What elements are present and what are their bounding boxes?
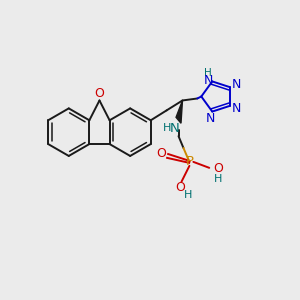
Text: H: H: [204, 68, 212, 77]
Text: H: H: [162, 123, 171, 133]
Text: H: H: [214, 174, 222, 184]
Text: O: O: [213, 162, 223, 175]
Text: N: N: [170, 122, 179, 135]
Text: N: N: [232, 102, 242, 115]
Text: O: O: [94, 87, 104, 100]
Text: N: N: [206, 112, 215, 125]
Text: N: N: [232, 78, 242, 91]
Polygon shape: [176, 100, 182, 123]
Text: N: N: [204, 74, 213, 87]
Text: O: O: [157, 148, 166, 160]
Text: H: H: [184, 190, 193, 200]
Text: P: P: [185, 155, 194, 168]
Text: O: O: [176, 181, 185, 194]
